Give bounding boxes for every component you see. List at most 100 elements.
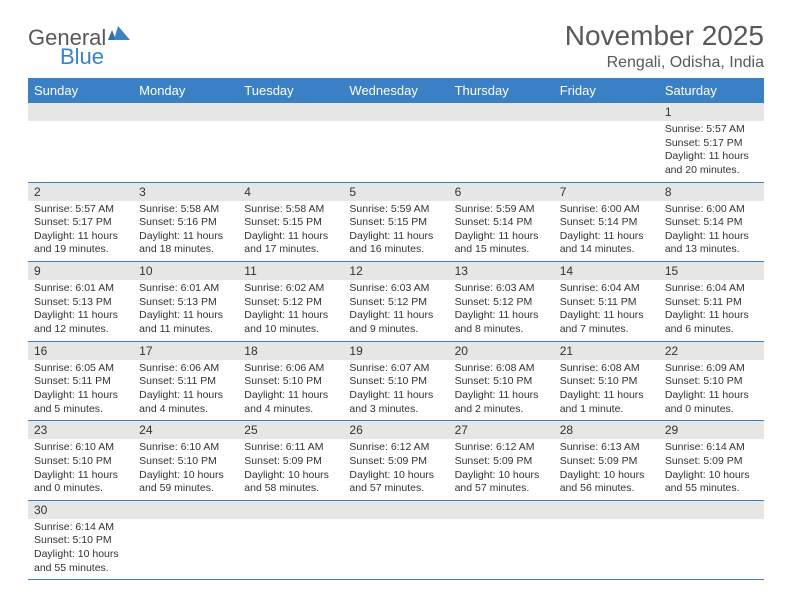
calendar-cell: 7Sunrise: 6:00 AMSunset: 5:14 PMDaylight… [554, 182, 659, 262]
day-detail-line: Sunrise: 6:14 AM [665, 441, 758, 455]
weekday-header: Friday [554, 78, 659, 103]
day-detail-line: Daylight: 10 hours [139, 469, 232, 483]
day-detail-line: Sunset: 5:12 PM [349, 296, 442, 310]
day-detail-line: Sunset: 5:09 PM [455, 455, 548, 469]
day-detail-line: Daylight: 10 hours [560, 469, 653, 483]
day-detail-line: Daylight: 11 hours [455, 230, 548, 244]
calendar-cell: 4Sunrise: 5:58 AMSunset: 5:15 PMDaylight… [238, 182, 343, 262]
calendar-cell: 20Sunrise: 6:08 AMSunset: 5:10 PMDayligh… [449, 341, 554, 421]
calendar-cell: 30Sunrise: 6:14 AMSunset: 5:10 PMDayligh… [28, 500, 133, 580]
day-detail-line: and 7 minutes. [560, 323, 653, 337]
day-detail: Sunrise: 6:06 AMSunset: 5:10 PMDaylight:… [238, 360, 343, 421]
calendar-week-row: 9Sunrise: 6:01 AMSunset: 5:13 PMDaylight… [28, 262, 764, 342]
day-detail-line: Sunset: 5:11 PM [665, 296, 758, 310]
day-detail-line: and 4 minutes. [244, 403, 337, 417]
day-detail: Sunrise: 6:08 AMSunset: 5:10 PMDaylight:… [554, 360, 659, 421]
calendar-cell: 6Sunrise: 5:59 AMSunset: 5:14 PMDaylight… [449, 182, 554, 262]
day-number: 14 [554, 262, 659, 280]
day-number: 1 [659, 103, 764, 121]
calendar-cell: 18Sunrise: 6:06 AMSunset: 5:10 PMDayligh… [238, 341, 343, 421]
calendar-cell: 2Sunrise: 5:57 AMSunset: 5:17 PMDaylight… [28, 182, 133, 262]
day-detail-line: Daylight: 11 hours [665, 150, 758, 164]
location: Rengali, Odisha, India [565, 54, 764, 72]
day-detail: Sunrise: 5:58 AMSunset: 5:15 PMDaylight:… [238, 201, 343, 262]
day-number [133, 501, 238, 519]
day-detail-line: Sunrise: 6:03 AM [455, 282, 548, 296]
day-number: 24 [133, 421, 238, 439]
day-detail-line: Daylight: 11 hours [455, 309, 548, 323]
calendar-cell [554, 500, 659, 580]
day-detail-line: Sunset: 5:13 PM [139, 296, 232, 310]
day-detail: Sunrise: 6:03 AMSunset: 5:12 PMDaylight:… [449, 280, 554, 341]
calendar-cell [133, 500, 238, 580]
calendar-cell: 10Sunrise: 6:01 AMSunset: 5:13 PMDayligh… [133, 262, 238, 342]
day-number [449, 103, 554, 121]
flag-icon [108, 20, 130, 46]
day-detail-line: Daylight: 11 hours [34, 389, 127, 403]
day-detail-line: Sunset: 5:17 PM [665, 137, 758, 151]
day-detail-line: Sunrise: 6:13 AM [560, 441, 653, 455]
weekday-header: Wednesday [343, 78, 448, 103]
calendar-cell: 14Sunrise: 6:04 AMSunset: 5:11 PMDayligh… [554, 262, 659, 342]
day-number: 28 [554, 421, 659, 439]
day-number [554, 103, 659, 121]
calendar-cell: 8Sunrise: 6:00 AMSunset: 5:14 PMDaylight… [659, 182, 764, 262]
day-detail-line: Sunrise: 6:01 AM [139, 282, 232, 296]
day-detail: Sunrise: 5:59 AMSunset: 5:15 PMDaylight:… [343, 201, 448, 262]
day-detail-line: Daylight: 11 hours [244, 309, 337, 323]
day-number: 10 [133, 262, 238, 280]
day-detail-line: Daylight: 11 hours [139, 230, 232, 244]
day-detail: Sunrise: 5:59 AMSunset: 5:14 PMDaylight:… [449, 201, 554, 262]
day-detail-line: and 55 minutes. [665, 482, 758, 496]
day-detail-line: and 16 minutes. [349, 243, 442, 257]
day-detail: Sunrise: 6:01 AMSunset: 5:13 PMDaylight:… [28, 280, 133, 341]
day-detail-line: and 59 minutes. [139, 482, 232, 496]
day-number: 13 [449, 262, 554, 280]
month-title: November 2025 [565, 20, 764, 52]
day-detail-line: and 56 minutes. [560, 482, 653, 496]
day-detail: Sunrise: 6:07 AMSunset: 5:10 PMDaylight:… [343, 360, 448, 421]
calendar-week-row: 1Sunrise: 5:57 AMSunset: 5:17 PMDaylight… [28, 103, 764, 182]
day-detail-line: Sunrise: 6:09 AM [665, 362, 758, 376]
calendar-cell: 11Sunrise: 6:02 AMSunset: 5:12 PMDayligh… [238, 262, 343, 342]
day-detail-line: and 58 minutes. [244, 482, 337, 496]
day-detail-line: and 19 minutes. [34, 243, 127, 257]
calendar-cell [343, 103, 448, 182]
day-detail-line: Sunrise: 5:58 AM [139, 203, 232, 217]
day-detail-line: Sunrise: 6:04 AM [560, 282, 653, 296]
calendar-cell: 21Sunrise: 6:08 AMSunset: 5:10 PMDayligh… [554, 341, 659, 421]
day-detail-line: Sunset: 5:17 PM [34, 216, 127, 230]
day-number: 16 [28, 342, 133, 360]
day-detail-line: Daylight: 11 hours [244, 230, 337, 244]
day-detail-line: Sunset: 5:14 PM [665, 216, 758, 230]
day-detail: Sunrise: 5:58 AMSunset: 5:16 PMDaylight:… [133, 201, 238, 262]
calendar-cell: 9Sunrise: 6:01 AMSunset: 5:13 PMDaylight… [28, 262, 133, 342]
day-number [238, 103, 343, 121]
calendar-cell: 17Sunrise: 6:06 AMSunset: 5:11 PMDayligh… [133, 341, 238, 421]
day-detail-line: Sunset: 5:11 PM [560, 296, 653, 310]
title-block: November 2025 Rengali, Odisha, India [565, 20, 764, 72]
calendar-cell: 24Sunrise: 6:10 AMSunset: 5:10 PMDayligh… [133, 421, 238, 501]
day-detail-line: Daylight: 11 hours [349, 230, 442, 244]
day-detail-line: and 0 minutes. [665, 403, 758, 417]
day-detail: Sunrise: 6:03 AMSunset: 5:12 PMDaylight:… [343, 280, 448, 341]
day-detail: Sunrise: 6:09 AMSunset: 5:10 PMDaylight:… [659, 360, 764, 421]
day-number [133, 103, 238, 121]
day-detail-line: and 57 minutes. [349, 482, 442, 496]
day-detail-line: Sunrise: 6:12 AM [455, 441, 548, 455]
day-detail-line: and 5 minutes. [34, 403, 127, 417]
day-detail-line: Sunset: 5:11 PM [34, 375, 127, 389]
weekday-header: Thursday [449, 78, 554, 103]
day-detail-line: Sunset: 5:09 PM [244, 455, 337, 469]
day-number: 26 [343, 421, 448, 439]
day-detail-line: and 57 minutes. [455, 482, 548, 496]
day-detail-line: and 2 minutes. [455, 403, 548, 417]
day-number [238, 501, 343, 519]
day-detail-line: Sunrise: 6:10 AM [139, 441, 232, 455]
day-detail: Sunrise: 6:04 AMSunset: 5:11 PMDaylight:… [659, 280, 764, 341]
day-detail-line: Sunrise: 6:08 AM [560, 362, 653, 376]
calendar-cell: 15Sunrise: 6:04 AMSunset: 5:11 PMDayligh… [659, 262, 764, 342]
day-detail-line: and 4 minutes. [139, 403, 232, 417]
day-detail-line: Daylight: 11 hours [560, 389, 653, 403]
day-detail-line: Daylight: 10 hours [455, 469, 548, 483]
